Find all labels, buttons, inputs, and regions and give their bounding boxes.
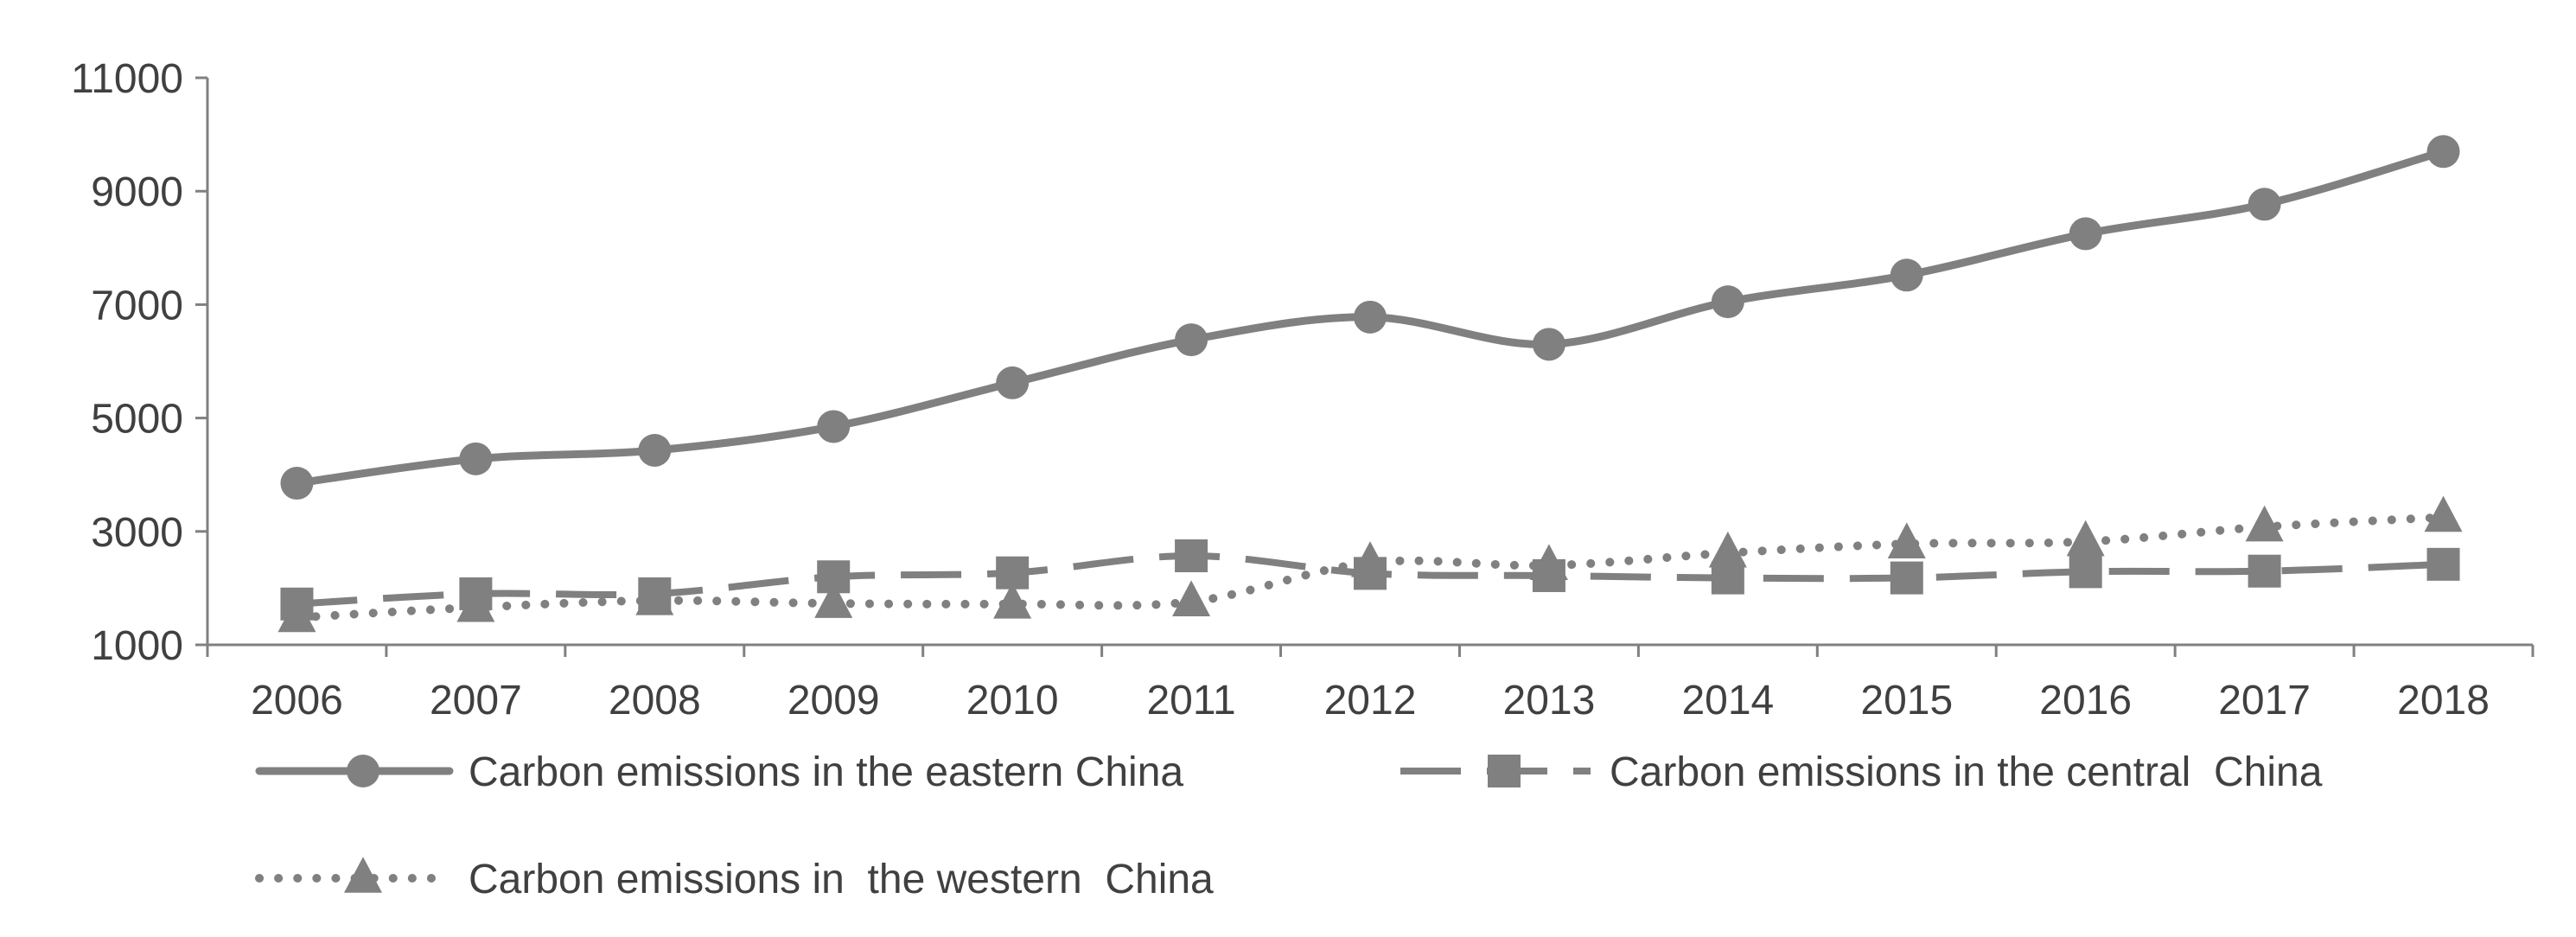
data-point	[817, 410, 851, 443]
x-tick-label: 2013	[1503, 678, 1596, 723]
data-point	[996, 366, 1030, 399]
legend-label: Carbon emissions in the western China	[469, 857, 1214, 902]
data-point	[1175, 323, 1208, 357]
y-tick-label: 7000	[91, 283, 183, 328]
x-tick-label: 2017	[2218, 678, 2311, 723]
x-tick-label: 2015	[1860, 678, 1953, 723]
legend: Carbon emissions in the eastern China Car…	[255, 749, 2323, 902]
legend-marker	[344, 857, 382, 893]
x-tick-label: 2016	[2039, 678, 2132, 723]
data-point	[1887, 522, 1926, 559]
y-tick-label: 11000	[71, 56, 183, 102]
data-point	[638, 577, 672, 610]
legend-item: Carbon emissions in the western China	[255, 857, 1214, 902]
x-tick-label: 2012	[1324, 678, 1417, 723]
legend-item: Carbon emissions in the central China	[1400, 749, 2323, 795]
series-2	[280, 539, 2460, 621]
data-point	[1890, 561, 1923, 595]
data-point	[2066, 519, 2105, 557]
data-point	[280, 467, 314, 500]
data-point	[2069, 555, 2102, 589]
data-point	[1354, 300, 1387, 334]
data-point	[280, 587, 314, 621]
series-layer	[277, 135, 2463, 633]
y-tick-label: 1000	[91, 623, 183, 669]
data-point	[1711, 561, 1744, 595]
data-point	[2069, 217, 2102, 251]
data-point	[993, 582, 1032, 619]
x-tick-label: 2008	[609, 678, 701, 723]
data-point	[1172, 580, 1211, 616]
axes: 1000 3000 5000 7000 9000 11000 2006 2007 2008 200…	[71, 56, 2535, 723]
legend-marker	[1488, 755, 1521, 787]
x-tick-label: 2007	[430, 678, 522, 723]
legend-item: Carbon emissions in the eastern China	[255, 749, 1183, 795]
data-point	[1532, 328, 1565, 361]
data-point	[459, 577, 493, 610]
data-point	[996, 556, 1030, 590]
legend-label: Carbon emissions in the central China	[1610, 749, 2323, 795]
y-tick-label: 5000	[91, 397, 183, 443]
x-tick-label: 2018	[2397, 678, 2490, 723]
data-point	[459, 442, 493, 475]
series-1	[280, 135, 2460, 500]
data-point	[2426, 135, 2460, 169]
y-tick-label: 9000	[91, 169, 183, 215]
data-point	[1175, 539, 1208, 573]
x-tick-label: 2009	[787, 678, 880, 723]
data-point	[1354, 557, 1387, 590]
data-point	[1708, 531, 1747, 568]
data-point	[1890, 258, 1923, 292]
data-point	[2245, 505, 2284, 542]
x-tick-label: 2006	[251, 678, 343, 723]
x-tick-label: 2010	[966, 678, 1059, 723]
x-tick-label: 2011	[1146, 678, 1235, 723]
data-point	[1711, 285, 1744, 319]
data-point	[2248, 188, 2281, 221]
data-point	[2248, 554, 2281, 588]
data-point	[1532, 558, 1565, 592]
data-point	[2424, 495, 2463, 532]
legend-marker	[347, 755, 379, 787]
x-tick-label: 2014	[1681, 678, 1774, 723]
legend-label: Carbon emissions in the eastern China	[469, 749, 1183, 795]
data-point	[2426, 547, 2460, 581]
y-tick-label: 3000	[91, 510, 183, 556]
data-point	[638, 433, 672, 467]
data-point	[817, 560, 851, 594]
data-point	[814, 582, 853, 618]
